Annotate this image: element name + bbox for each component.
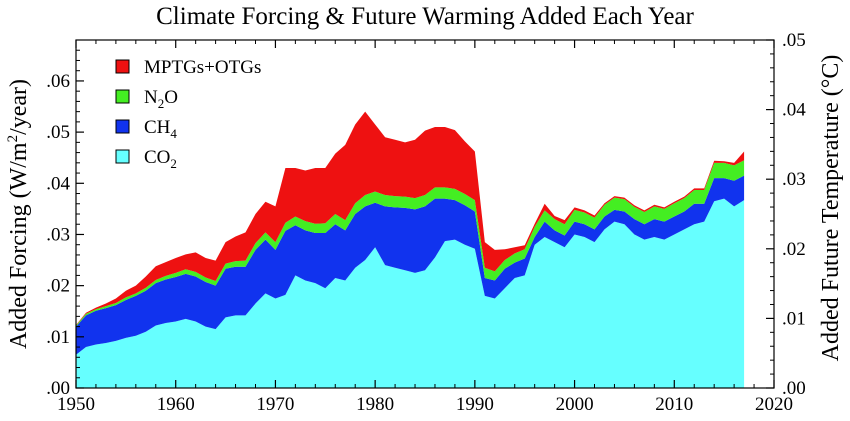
- y-tick-label: .03: [46, 224, 70, 245]
- y-axis-left: .00 .01 .02 .03 .04 .05 .06: [46, 49, 84, 399]
- stacked-areas: [76, 111, 745, 388]
- x-tick-label: 2010: [655, 394, 693, 415]
- legend: MPTGs+OTGs N2O CH4 CO2: [115, 57, 261, 171]
- legend-swatch: [115, 119, 130, 134]
- legend-swatch: [115, 149, 130, 164]
- legend-swatch: [115, 89, 130, 104]
- y2-axis-label: Added Future Temperature (°C): [818, 55, 844, 362]
- y-tick-label: .02: [46, 276, 70, 297]
- legend-label: MPTGs+OTGs: [144, 57, 261, 78]
- legend-label: CO2: [144, 147, 177, 171]
- y-axis-right: .00 .01 .02 .03 .04 .05: [766, 30, 806, 399]
- y-tick-label: .05: [46, 122, 70, 143]
- y2-tick-label: .01: [782, 308, 806, 329]
- y-axis-label-end: /year): [6, 79, 32, 135]
- x-tick-label: 2020: [755, 394, 793, 415]
- x-tick-label: 2000: [556, 394, 594, 415]
- y-tick-label: .04: [46, 173, 70, 194]
- area-ch4: [76, 175, 745, 355]
- legend-label: N2O: [144, 87, 178, 111]
- legend-swatch: [115, 59, 130, 74]
- x-tick-label: 1990: [456, 394, 494, 415]
- area-mptgs-otgs: [76, 111, 745, 326]
- x-axis: 1950 1960 1970 1980 1990 2000 2010 2020: [57, 40, 793, 415]
- x-tick-label: 1970: [256, 394, 294, 415]
- x-tick-label: 1960: [157, 394, 195, 415]
- y2-tick-label: .05: [782, 30, 806, 51]
- y-axis-label-superscript: 2: [5, 135, 21, 143]
- y-tick-label: .06: [46, 71, 70, 92]
- y2-tick-label: .04: [782, 100, 806, 121]
- y2-tick-label: .03: [782, 169, 806, 190]
- y-axis-label-start: Added Forcing (W/m: [6, 142, 32, 349]
- legend-label: CH4: [144, 117, 177, 141]
- y2-tick-label: .00: [782, 378, 806, 399]
- chart-title: Climate Forcing & Future Warming Added E…: [156, 3, 694, 30]
- y2-tick-label: .02: [782, 239, 806, 260]
- y-tick-label: .01: [46, 327, 70, 348]
- area-co2: [76, 198, 745, 388]
- y-axis-label: Added Forcing (W/m2/year): [5, 79, 32, 349]
- y-tick-label: .00: [46, 378, 70, 399]
- x-tick-label: 1980: [356, 394, 394, 415]
- x-tick-label: 1950: [57, 394, 95, 415]
